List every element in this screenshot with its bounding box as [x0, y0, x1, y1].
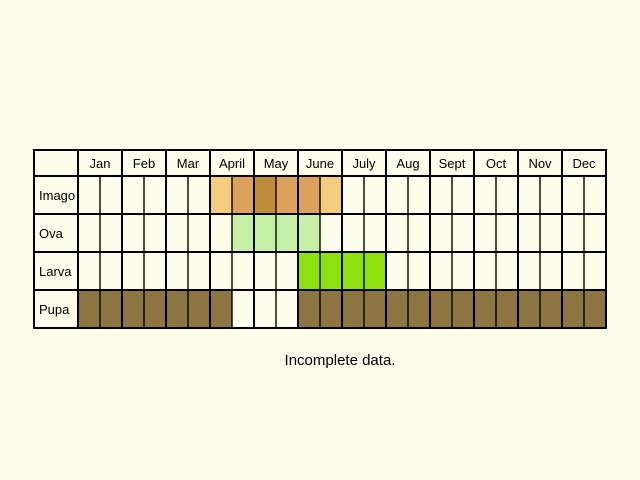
month-label-may: May [264, 156, 289, 171]
cell-pupa-10 [298, 290, 320, 328]
cell-pupa-23 [584, 290, 606, 328]
cell-pupa-16 [430, 290, 452, 328]
month-label-dec: Dec [572, 156, 596, 171]
cell-pupa-18 [474, 290, 496, 328]
cell-pupa-4 [166, 290, 188, 328]
cell-pupa-14 [386, 290, 408, 328]
stage-labels: Imago Ova Larva Pupa [39, 188, 75, 317]
cell-ova-8 [254, 214, 276, 252]
cell-larva-13 [364, 252, 386, 290]
incomplete-data-note: Incomplete data. [284, 352, 396, 369]
chart-grid [33, 149, 607, 329]
cell-pupa-12 [342, 290, 364, 328]
cell-pupa-3 [144, 290, 166, 328]
cell-ova-10 [298, 214, 320, 252]
month-label-april: April [219, 156, 245, 171]
cell-pupa-21 [540, 290, 562, 328]
stage-fills [78, 176, 606, 328]
cell-pupa-15 [408, 290, 430, 328]
cell-imago-8 [254, 176, 276, 214]
cell-imago-7 [232, 176, 254, 214]
month-label-mar: Mar [177, 156, 200, 171]
cell-pupa-11 [320, 290, 342, 328]
cell-pupa-0 [78, 290, 100, 328]
cell-pupa-22 [562, 290, 584, 328]
cell-imago-6 [210, 176, 232, 214]
cell-pupa-19 [496, 290, 518, 328]
cell-imago-9 [276, 176, 298, 214]
cell-pupa-2 [122, 290, 144, 328]
cell-larva-10 [298, 252, 320, 290]
month-label-aug: Aug [396, 156, 419, 171]
month-label-oct: Oct [486, 156, 507, 171]
cell-ova-7 [232, 214, 254, 252]
month-label-sept: Sept [439, 156, 466, 171]
stage-label-pupa: Pupa [39, 302, 70, 317]
stage-label-larva: Larva [39, 264, 72, 279]
cell-pupa-6 [210, 290, 232, 328]
month-label-june: June [306, 156, 334, 171]
cell-ova-9 [276, 214, 298, 252]
cell-larva-12 [342, 252, 364, 290]
month-label-feb: Feb [133, 156, 155, 171]
cell-pupa-13 [364, 290, 386, 328]
stage-label-ova: Ova [39, 226, 64, 241]
stage-label-imago: Imago [39, 188, 75, 203]
cell-larva-11 [320, 252, 342, 290]
cell-pupa-20 [518, 290, 540, 328]
cell-imago-11 [320, 176, 342, 214]
cell-pupa-17 [452, 290, 474, 328]
month-labels: Jan Feb Mar April May June July Aug Sept Oct Nov De… [90, 156, 597, 171]
month-label-jan: Jan [90, 156, 111, 171]
cell-imago-10 [298, 176, 320, 214]
month-label-july: July [352, 156, 376, 171]
cell-pupa-5 [188, 290, 210, 328]
cell-pupa-1 [100, 290, 122, 328]
month-label-nov: Nov [528, 156, 552, 171]
